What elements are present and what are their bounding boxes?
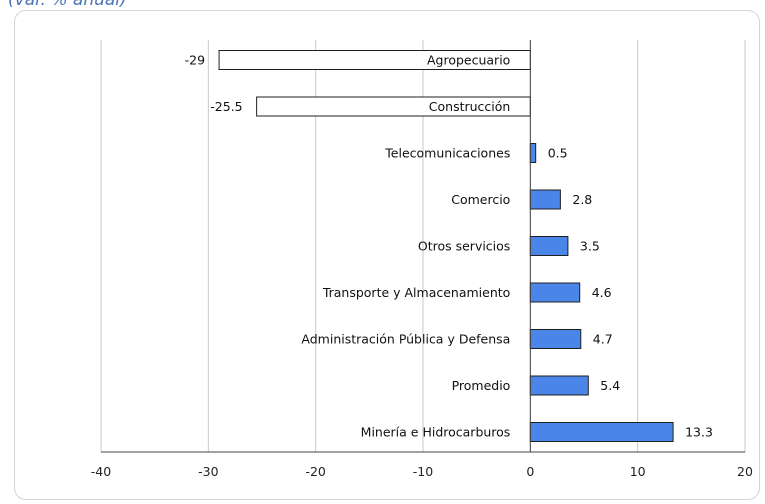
category-label: Construcción <box>429 99 511 114</box>
chart-frame <box>14 10 760 500</box>
x-axis: -40 -30 -20 -10 0 10 20 <box>91 40 753 479</box>
data-label: 13.3 <box>685 425 713 440</box>
bar <box>529 236 569 256</box>
x-tick-label: 10 <box>630 464 646 479</box>
category-label: Transporte y Almacenamiento <box>322 285 511 300</box>
bar <box>529 329 582 349</box>
category-label: Promedio <box>452 378 511 393</box>
bar <box>529 422 674 442</box>
data-label: 4.6 <box>592 285 612 300</box>
chart-subtitle: (var. % anual) <box>8 0 127 10</box>
x-tick-label: -10 <box>413 464 433 479</box>
category-labels: Agropecuario Construcción Telecomunicacion… <box>301 53 510 440</box>
data-label: 3.5 <box>580 239 600 254</box>
category-label: Telecomunicaciones <box>384 146 510 161</box>
data-label: 4.7 <box>593 332 613 347</box>
category-label: Agropecuario <box>427 53 510 68</box>
category-label: Minería e Hidrocarburos <box>361 425 511 440</box>
data-label: 0.5 <box>548 146 568 161</box>
category-label: Comercio <box>451 192 510 207</box>
data-label: -29 <box>185 53 205 68</box>
bar <box>529 189 561 210</box>
x-tick-label: -30 <box>198 464 218 479</box>
data-label: 5.4 <box>600 378 620 393</box>
data-label: -25.5 <box>210 99 242 114</box>
data-label: 2.8 <box>572 192 592 207</box>
x-tick-label: -20 <box>305 464 325 479</box>
x-tick-label: 20 <box>737 464 753 479</box>
value-labels: -29 -25.5 0.5 2.8 3.5 4.6 4.7 5.4 13.3 <box>185 53 713 440</box>
x-tick-label: -40 <box>91 464 111 479</box>
category-label: Administración Pública y Defensa <box>301 332 510 347</box>
bar <box>529 282 581 303</box>
category-label: Otros servicios <box>418 239 510 254</box>
bar <box>529 143 537 163</box>
bar <box>529 375 589 396</box>
x-tick-label: 0 <box>526 464 534 479</box>
